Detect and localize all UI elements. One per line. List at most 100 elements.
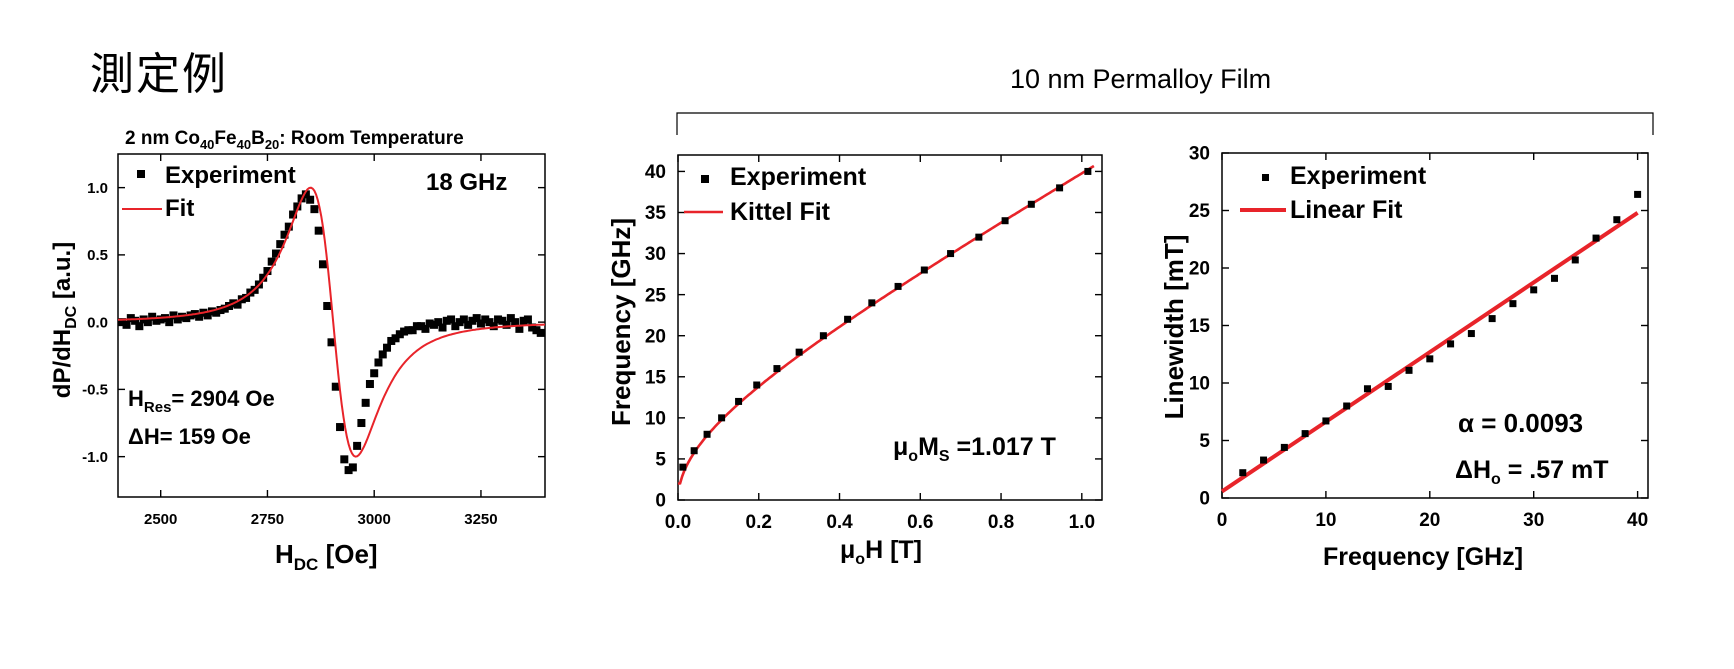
chart3-fit-line bbox=[1220, 211, 1639, 494]
chart1-data-point bbox=[365, 380, 374, 389]
chart2-y-tick-label: 5 bbox=[655, 450, 666, 471]
chart2-x-tick-label: 0.6 bbox=[907, 512, 933, 533]
chart3-data-point bbox=[1280, 443, 1288, 451]
chart1-data-point bbox=[451, 322, 460, 331]
chart2-x-tick-label: 0.4 bbox=[826, 512, 853, 533]
chart2-x-tick-label: 0.0 bbox=[665, 512, 691, 533]
chart1-title: 2 nm Co40Fe40B20: Room Temperature bbox=[125, 128, 464, 152]
chart1-linewidth-result: ΔH= 159 Oe bbox=[128, 424, 251, 449]
chart2-legend-experiment: Experiment bbox=[730, 163, 867, 191]
chart3-data-point bbox=[1509, 300, 1517, 308]
chart2-ms-annotation: μoMS =1.017 T bbox=[893, 433, 1056, 465]
chart1-x-tick-label: 2500 bbox=[144, 511, 177, 528]
chart2-data-point bbox=[773, 365, 781, 373]
chart1-data-point bbox=[263, 267, 272, 276]
chart1-data-point bbox=[340, 455, 349, 464]
chart2-data-point bbox=[868, 299, 876, 307]
chart1-data-point bbox=[289, 210, 298, 219]
chart2-fit-line bbox=[677, 164, 1095, 485]
chart2-data-point bbox=[894, 282, 902, 290]
chart1-data-point bbox=[425, 319, 434, 328]
chart3-x-tick-label: 40 bbox=[1627, 510, 1648, 531]
chart1-data-point bbox=[182, 314, 191, 323]
chart2-y-tick-label: 10 bbox=[645, 409, 666, 430]
chart1-frequency-label: 18 GHz bbox=[426, 169, 507, 196]
chart1-data-point bbox=[536, 328, 545, 337]
chart1-data-point bbox=[370, 369, 379, 378]
chart1-x-axis-label: HDC [Oe] bbox=[275, 539, 378, 574]
chart3-data-point bbox=[1405, 366, 1413, 374]
chart2-data-point bbox=[819, 332, 827, 340]
chart3-data-point bbox=[1592, 234, 1600, 242]
chart3-data-point bbox=[1550, 274, 1558, 282]
chart1-data-point bbox=[148, 312, 157, 321]
chart1-data-point bbox=[216, 306, 225, 315]
chart2-plot-area: 0.0 0.2 0.4 0.6 0.8 1.0 0 5 10 15 20 25 30 35 40 bbox=[645, 154, 1103, 533]
chart1-data-point bbox=[126, 314, 135, 323]
chart3-alpha-annotation: α = 0.0093 bbox=[1458, 408, 1583, 438]
chart2-y-tick-label: 30 bbox=[645, 244, 666, 265]
chart1-data-point bbox=[429, 320, 438, 329]
chart3-dh0-annotation: ΔHo = .57 mT bbox=[1455, 456, 1609, 488]
chart2-x-tick-label: 0.2 bbox=[746, 512, 772, 533]
chart1-data-point bbox=[220, 304, 229, 313]
chart1-data-point bbox=[353, 441, 362, 450]
chart1-data-point bbox=[489, 322, 498, 331]
chart2-legend-kittel-fit: Kittel Fit bbox=[730, 198, 831, 226]
chart1-x-tick-label: 2750 bbox=[251, 511, 284, 528]
chart1-data-point bbox=[212, 308, 221, 317]
chart1-data-point bbox=[434, 318, 443, 327]
chart2-data-point bbox=[1001, 217, 1009, 225]
chart1-data-point bbox=[323, 301, 332, 310]
chart1-data-point bbox=[481, 315, 490, 324]
chart1-data-point bbox=[259, 273, 268, 282]
chart1-legend-fit: Fit bbox=[165, 195, 194, 222]
chart1-data-point bbox=[271, 249, 280, 258]
chart1-data-point bbox=[152, 316, 161, 325]
chart1-data-point bbox=[447, 315, 456, 324]
chart3-data-point bbox=[1467, 330, 1475, 338]
chart3-y-tick-label: 15 bbox=[1189, 316, 1211, 337]
chart3-x-tick-label: 20 bbox=[1419, 510, 1440, 531]
chart1-plot-area: 2500 2750 3000 3250 1.0 0.5 0.0 -0.5 -1.0 bbox=[82, 153, 546, 528]
chart1-data-point bbox=[476, 319, 485, 328]
chart1-data-point bbox=[417, 322, 426, 331]
chart3-y-tick-label: 30 bbox=[1189, 144, 1210, 165]
chart1-legend-marker-experiment bbox=[137, 170, 145, 178]
chart1-data-point bbox=[156, 315, 165, 324]
chart1-data-point bbox=[195, 312, 204, 321]
chart1-data-point bbox=[310, 205, 319, 214]
chart1-data-point bbox=[442, 316, 451, 325]
chart3-y-tick-label: 10 bbox=[1189, 374, 1210, 395]
chart1-data-point bbox=[361, 398, 370, 407]
chart1-data-point bbox=[455, 318, 464, 327]
chart3-y-tick-label: 20 bbox=[1189, 259, 1210, 280]
chart1-data-point bbox=[327, 338, 336, 347]
chart1-y-tick-label: 0.5 bbox=[87, 247, 108, 264]
chart2-y-axis-label: Frequency [GHz] bbox=[606, 218, 636, 426]
chart3-y-axis-label: Linewidth [mT] bbox=[1159, 235, 1189, 420]
chart1-data-point bbox=[267, 257, 276, 266]
chart2-data-point bbox=[795, 348, 803, 356]
chart2-data-point bbox=[735, 397, 743, 405]
chart3-y-tick-label: 5 bbox=[1199, 431, 1210, 452]
chart2-data-point bbox=[1084, 167, 1092, 175]
chart2-y-tick-label: 0 bbox=[655, 491, 666, 512]
chart1-data-point bbox=[118, 318, 127, 327]
chart1-data-point bbox=[280, 230, 289, 239]
chart1-data-point bbox=[485, 318, 494, 327]
chart3-y-tick-label: 0 bbox=[1199, 489, 1210, 510]
chart1-data-point bbox=[306, 195, 315, 204]
chart1-data-point bbox=[293, 202, 302, 211]
chart1-data-point bbox=[203, 311, 212, 320]
chart1-data-point bbox=[502, 320, 511, 329]
chart1-x-tick-label: 3250 bbox=[464, 511, 497, 528]
chart1-hres-result: HRes= 2904 Oe bbox=[128, 386, 275, 416]
chart1-data-point bbox=[528, 323, 537, 332]
chart2-y-tick-label: 25 bbox=[645, 285, 667, 306]
chart2-data-point bbox=[718, 414, 726, 422]
chart1-data-point bbox=[284, 222, 293, 231]
